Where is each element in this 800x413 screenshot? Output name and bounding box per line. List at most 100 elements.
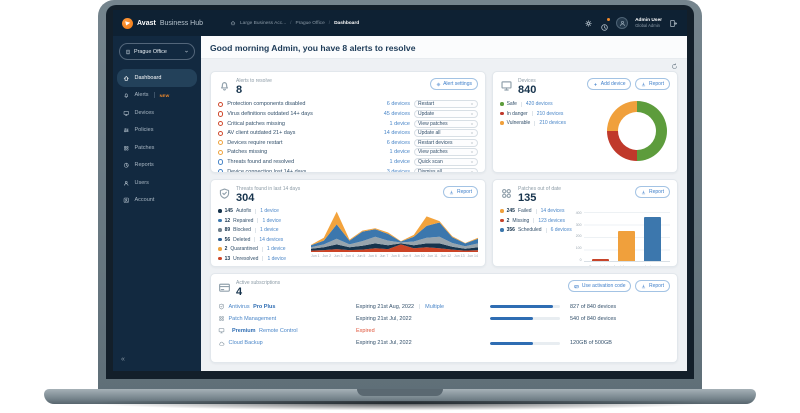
subscription-name-link[interactable]: Antivirus Pro Plus <box>218 303 346 310</box>
subscription-expiry: Expiring 21st Aug, 2022 <box>356 303 415 310</box>
subscriptions-count: 4 <box>236 285 243 298</box>
alert-action-select[interactable]: Restart devices <box>414 138 478 147</box>
divider <box>531 111 533 117</box>
legend-value-link[interactable]: 6 devices <box>550 227 572 234</box>
alert-devices-link[interactable]: 14 devices <box>383 130 410 137</box>
legend-value-link[interactable]: 210 devices <box>536 110 564 117</box>
legend-value-link[interactable]: 210 devices <box>539 120 567 127</box>
sidebar-item-reports[interactable]: Reports <box>117 157 197 175</box>
legend-value-link[interactable]: 1 device <box>262 217 282 224</box>
divider <box>254 227 256 233</box>
sidebar-item-label: Policies <box>134 127 154 134</box>
alert-action-select[interactable]: Update all <box>414 129 478 138</box>
action-label: View patches <box>418 149 448 156</box>
site-selector[interactable]: Prague Office <box>119 43 195 60</box>
breadcrumb-account[interactable]: Large Business Acc... <box>240 20 287 26</box>
legend-label: Vulnerable <box>506 120 531 127</box>
sidebar-item-users[interactable]: Users <box>117 174 197 192</box>
brand[interactable]: Avast Business Hub <box>122 17 203 29</box>
sidebar-item-account[interactable]: Account <box>117 192 197 210</box>
alert-devices-link[interactable]: 1 device <box>389 120 411 127</box>
alert-action-select[interactable]: Quick scan <box>414 157 478 166</box>
alert-action-select[interactable]: Dismiss all <box>414 167 478 174</box>
action-label: Quick scan <box>418 158 443 165</box>
legend-value-link[interactable]: 1 device <box>267 255 287 262</box>
subscriptions-report-button[interactable]: Report <box>635 280 670 293</box>
add-device-button[interactable]: Add device <box>587 78 632 91</box>
subscriptions-card: Active subscriptions 4 Use activation co… <box>210 273 678 363</box>
notifications-button[interactable] <box>600 17 611 28</box>
shield-icon <box>218 303 225 310</box>
alert-action-select[interactable]: Restart <box>414 100 478 109</box>
usage-progress-bar <box>490 317 560 321</box>
user-menu[interactable]: Admin User Global Admin <box>635 18 662 29</box>
laptop-shadow <box>6 401 794 411</box>
legend-value-link[interactable]: 14 devices <box>540 208 565 215</box>
refresh-icon[interactable] <box>671 63 678 70</box>
subscription-name-link[interactable]: Premium Remote Control <box>218 327 346 334</box>
logout-icon[interactable] <box>669 19 678 28</box>
legend-value-link[interactable]: 14 devices <box>259 236 284 243</box>
alert-devices-link[interactable]: 45 devices <box>383 110 410 117</box>
alert-devices-link[interactable]: 1 device <box>389 158 411 165</box>
gear-icon <box>436 82 441 87</box>
alert-devices-link[interactable]: 1 device <box>389 149 411 156</box>
breadcrumb-current: Dashboard <box>334 20 360 26</box>
monitor-icon <box>218 327 225 334</box>
sidebar-item-patches[interactable]: Patches <box>117 139 197 157</box>
dashboard-grid: Alerts to resolve 8 Alert settings <box>210 71 678 363</box>
divider <box>520 101 522 107</box>
legend-item: Vulnerable 210 devices <box>500 120 566 126</box>
bell-icon <box>123 92 130 99</box>
chevron-down-icon <box>470 170 474 174</box>
settings-gear-icon[interactable] <box>584 19 593 28</box>
breadcrumb-separator: / <box>290 20 292 26</box>
legend-dot <box>218 237 222 242</box>
avatar[interactable] <box>616 17 629 29</box>
breadcrumb-site[interactable]: Prague Office <box>295 20 325 26</box>
subscription-name-link[interactable]: Patch Management <box>218 315 346 322</box>
legend-item: 56 Deleted 14 devices <box>218 237 304 243</box>
legend-dot <box>218 256 222 261</box>
patches-report-button[interactable]: Report <box>635 186 670 199</box>
devices-report-button[interactable]: Report <box>635 78 670 91</box>
site-selector-label: Prague Office <box>134 48 167 55</box>
sidebar-item-dashboard[interactable]: Dashboard <box>117 69 197 87</box>
subscription-name-link[interactable]: Cloud Backup <box>218 340 346 347</box>
alert-action-select[interactable]: Update <box>414 109 478 118</box>
alert-devices-link[interactable]: 3 devices <box>386 168 410 173</box>
legend-value-link[interactable]: 123 devices <box>538 217 566 224</box>
alert-settings-button[interactable]: Alert settings <box>429 78 478 91</box>
sidebar-collapse-button[interactable]: « <box>121 356 125 363</box>
legend-value-link[interactable]: 1 device <box>260 208 279 215</box>
sidebar-item-policies[interactable]: Policies <box>117 122 197 140</box>
alerts-card: Alerts to resolve 8 Alert settings <box>210 71 486 173</box>
legend-value-link[interactable]: 1 device <box>266 246 286 253</box>
sidebar-item-devices[interactable]: Devices <box>117 104 197 122</box>
name-bold: Premium <box>232 327 256 334</box>
pie-chart-icon <box>123 162 130 169</box>
usage-progress-fill <box>490 305 553 309</box>
threats-report-button[interactable]: Report <box>443 186 478 199</box>
legend-value-link[interactable]: 420 devices <box>525 101 553 108</box>
card-icon <box>574 284 579 289</box>
alert-devices-link[interactable]: 6 devices <box>386 139 410 146</box>
legend-dot <box>218 218 222 223</box>
button-label: Alert settings <box>443 81 472 88</box>
use-activation-code-button[interactable]: Use activation code <box>568 280 632 293</box>
sidebar-item-label: Dashboard <box>134 74 162 81</box>
download-icon <box>641 190 646 195</box>
sidebar-item-alerts[interactable]: Alerts NEW <box>117 87 197 105</box>
alert-devices-link[interactable]: 6 devices <box>386 101 410 108</box>
alert-action-select[interactable]: View patches <box>414 148 478 157</box>
subscription-usage: 120GB of 500GB <box>570 340 612 347</box>
action-label: Restart devices <box>418 139 453 146</box>
multiple-link[interactable]: Multiple <box>425 303 445 310</box>
alert-action-select[interactable]: View patches <box>414 119 478 128</box>
chevron-down-icon <box>470 150 474 154</box>
divider <box>261 246 263 252</box>
legend-value-link[interactable]: 1 device <box>259 227 279 234</box>
patches-card: Patches out of date 135 Report <box>492 179 678 267</box>
legend-count: 245 <box>506 208 515 215</box>
